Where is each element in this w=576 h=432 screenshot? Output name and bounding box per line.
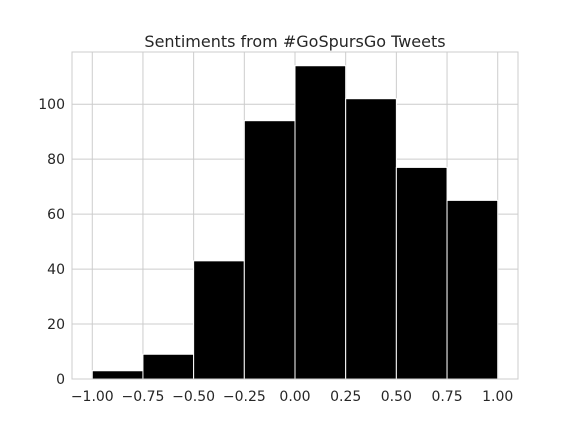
chart-title: Sentiments from #GoSpursGo Tweets — [144, 32, 445, 51]
y-tick-label: 0 — [56, 372, 65, 388]
y-tick-label: 80 — [47, 152, 65, 168]
plot-frame — [71, 51, 519, 380]
x-axis-ticks: −1.00 −0.75 −0.50 −0.25 0.00 0.25 0.50 0.75 1.00 — [71, 389, 513, 405]
x-tick-label: 0.75 — [431, 389, 462, 405]
x-tick-label: 1.00 — [482, 389, 513, 405]
y-tick-label: 100 — [38, 97, 65, 113]
histogram-bar — [243, 120, 296, 380]
y-tick-label: 20 — [47, 317, 65, 333]
histogram-bar — [446, 199, 499, 380]
bars — [91, 65, 499, 380]
x-tick-label: 0.50 — [381, 389, 412, 405]
histogram-bar — [294, 65, 347, 380]
histogram-bar — [91, 370, 144, 380]
y-axis-ticks: 0 20 40 60 80 100 — [38, 97, 65, 388]
y-tick-label: 40 — [47, 262, 65, 278]
x-tick-label: 0.25 — [330, 389, 361, 405]
x-tick-label: −0.50 — [172, 389, 215, 405]
x-tick-label: 0.00 — [279, 389, 310, 405]
histogram-bar — [193, 260, 245, 380]
histogram-bar — [142, 353, 195, 380]
y-tick-label: 60 — [47, 207, 65, 223]
x-tick-label: −0.25 — [223, 389, 266, 405]
x-tick-label: −0.75 — [122, 389, 165, 405]
x-tick-label: −1.00 — [71, 389, 114, 405]
histogram-bar — [345, 98, 397, 380]
histogram-bar — [395, 166, 448, 380]
